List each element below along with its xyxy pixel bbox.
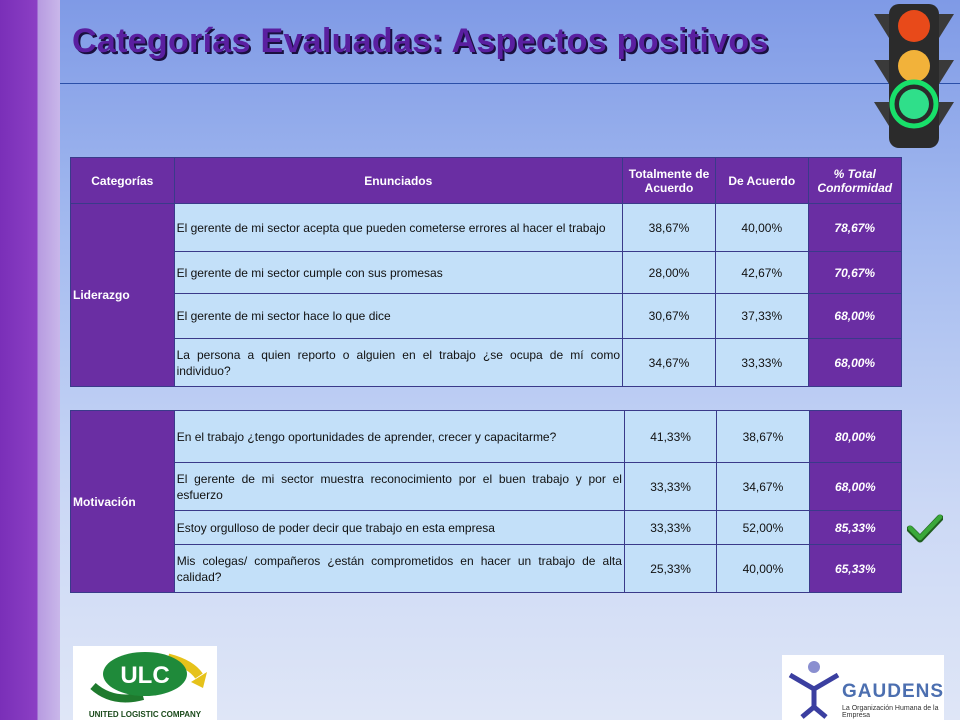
agree-cell: 42,67%: [715, 251, 809, 294]
totally-agree-cell: 30,67%: [621, 293, 717, 339]
title-divider: [60, 83, 960, 84]
gaudens-logo: GAUDENS La Organización Humana de la Emp…: [782, 655, 944, 720]
total-conformity-cell: 85,33%: [808, 510, 903, 545]
ulc-company-name: UNITED LOGISTIC COMPANY: [88, 710, 202, 719]
statement-cell: El gerente de mi sector acepta que puede…: [173, 203, 624, 252]
table-row: Mis colegas/ compañeros ¿están compromet…: [71, 544, 903, 593]
header-total-conformidad: % Total Conformidad: [807, 157, 903, 204]
agree-cell: 38,67%: [716, 410, 810, 463]
statement-cell: Estoy orgulloso de poder decir que traba…: [173, 510, 625, 545]
agree-cell: 40,00%: [715, 203, 809, 252]
category-cell: Liderazgo: [70, 203, 175, 387]
check-icon: [907, 514, 943, 543]
gaudens-tagline: La Organización Humana de la Empresa: [842, 705, 939, 719]
agree-cell: 34,67%: [716, 462, 810, 511]
totally-agree-cell: 33,33%: [623, 462, 718, 511]
header-enunciados: Enunciados: [173, 157, 624, 204]
totally-agree-cell: 38,67%: [621, 203, 717, 252]
totally-agree-cell: 25,33%: [623, 544, 718, 593]
traffic-light-icon: [874, 4, 954, 148]
ulc-emblem: ULC: [90, 652, 207, 703]
statement-cell: La persona a quien reporto o alguien en …: [173, 338, 624, 387]
ulc-mark: ULC: [120, 662, 169, 689]
statement-cell: Mis colegas/ compañeros ¿están compromet…: [173, 544, 625, 593]
totally-agree-cell: 41,33%: [623, 410, 718, 463]
total-conformity-cell: 70,67%: [807, 251, 903, 294]
table-row: Estoy orgulloso de poder decir que traba…: [71, 510, 903, 545]
ulc-logo: ULC UNITED LOGISTIC COMPANY: [73, 646, 217, 720]
agree-cell: 40,00%: [716, 544, 810, 593]
total-conformity-cell: 68,00%: [807, 293, 903, 339]
slide-title: Categorías Evaluadas: Aspectos positivos: [72, 22, 769, 60]
gaudens-name: GAUDENS: [842, 681, 945, 702]
table-row: El gerente de mi sector muestra reconoci…: [71, 462, 903, 511]
total-conformity-cell: 68,00%: [807, 338, 903, 387]
category-cell: Motivación: [70, 410, 175, 593]
table-header-row: Categorías Enunciados Totalmente de Acue…: [70, 157, 903, 204]
agree-cell: 33,33%: [715, 338, 809, 387]
table-row: La persona a quien reporto o alguien en …: [71, 338, 903, 387]
table-liderazgo: Categorías Enunciados Totalmente de Acue…: [70, 157, 903, 387]
table-row: El gerente de mi sector cumple con sus p…: [71, 251, 903, 294]
total-conformity-cell: 80,00%: [808, 410, 903, 463]
table-row: Motivación En el trabajo ¿tengo oportuni…: [70, 410, 903, 593]
totally-agree-cell: 28,00%: [621, 251, 717, 294]
total-conformity-cell: 65,33%: [808, 544, 903, 593]
agree-cell: 52,00%: [716, 510, 810, 545]
agree-cell: 37,33%: [715, 293, 809, 339]
table-row: Liderazgo El gerente de mi sector acepta…: [70, 203, 903, 387]
totally-agree-cell: 33,33%: [623, 510, 718, 545]
header-totalmente-de-acuerdo: Totalmente de Acuerdo: [621, 157, 717, 204]
left-accent-bar: [0, 0, 60, 720]
table-row: El gerente de mi sector hace lo que dice…: [71, 293, 903, 339]
header-de-acuerdo: De Acuerdo: [715, 157, 809, 204]
statement-cell: El gerente de mi sector hace lo que dice: [173, 293, 624, 339]
gaudens-figure-icon: [788, 661, 840, 719]
header-categorias: Categorías: [70, 157, 175, 204]
statement-cell: El gerente de mi sector muestra reconoci…: [173, 462, 625, 511]
total-conformity-cell: 68,00%: [808, 462, 903, 511]
table-motivacion: Motivación En el trabajo ¿tengo oportuni…: [70, 410, 903, 593]
statement-cell: En el trabajo ¿tengo oportunidades de ap…: [173, 410, 625, 463]
total-conformity-cell: 78,67%: [807, 203, 903, 252]
totally-agree-cell: 34,67%: [621, 338, 717, 387]
statement-cell: El gerente de mi sector cumple con sus p…: [173, 251, 624, 294]
